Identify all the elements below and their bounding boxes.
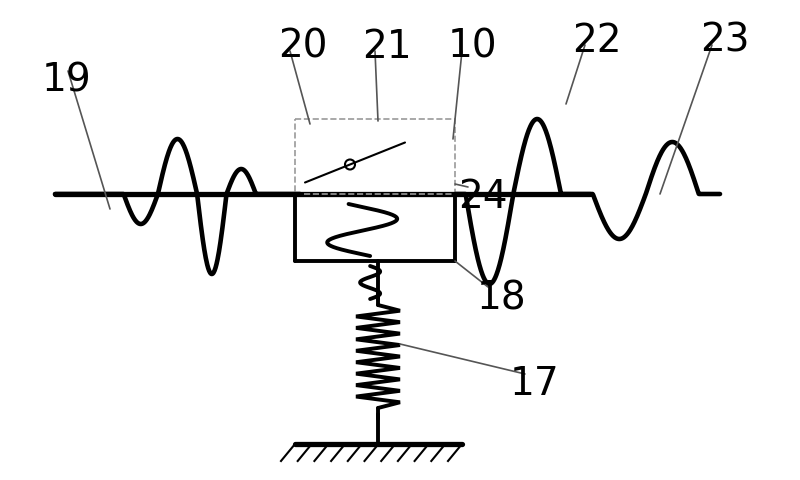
Text: 23: 23	[700, 22, 750, 60]
Text: 18: 18	[477, 279, 526, 317]
Text: 17: 17	[510, 364, 560, 402]
Text: 24: 24	[458, 178, 507, 216]
Text: 20: 20	[278, 28, 327, 66]
Text: 21: 21	[362, 28, 412, 66]
Text: 22: 22	[572, 22, 622, 60]
Text: 10: 10	[448, 28, 498, 66]
Text: 19: 19	[42, 62, 92, 100]
